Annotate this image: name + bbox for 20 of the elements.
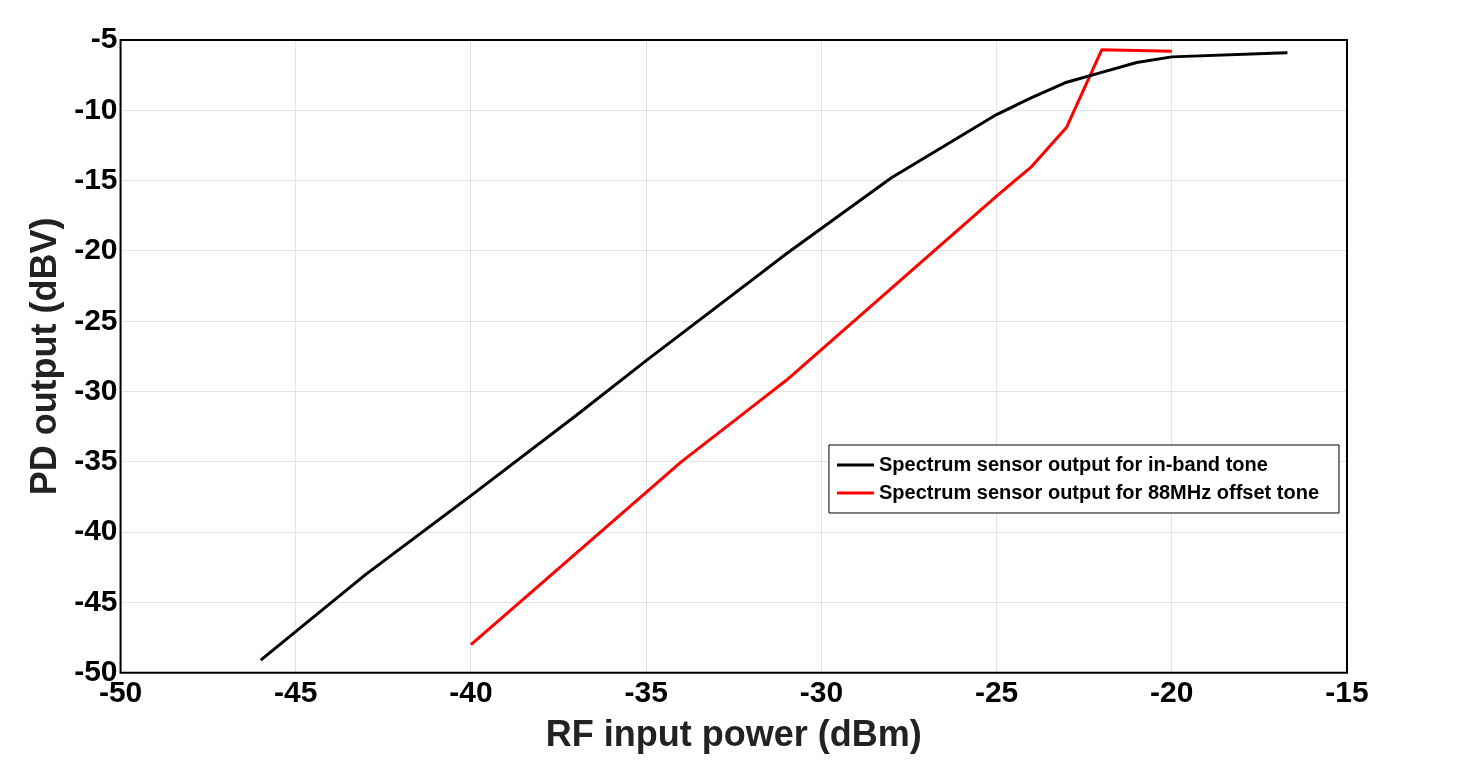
x-axis-title: RF input power (dBm)	[545, 713, 922, 755]
y-tick-label: -25	[74, 302, 118, 336]
y-tick-label: -40	[74, 513, 118, 547]
x-tick-label: -45	[274, 675, 318, 709]
legend-label: Spectrum sensor output for 88MHz offset tone	[878, 480, 1319, 503]
x-tick-label: -40	[449, 675, 493, 709]
x-tick-label: -25	[974, 675, 1019, 709]
y-tick-label: -10	[74, 91, 118, 125]
y-tick-label: -30	[74, 372, 118, 406]
y-tick-label: -5	[90, 21, 118, 55]
legend-label: Spectrum sensor output for in-band tone	[878, 452, 1268, 475]
y-tick-label: -45	[74, 583, 118, 617]
x-tick-label: -20	[1150, 675, 1194, 709]
x-tick-label: -35	[624, 675, 668, 709]
x-tick-label: -15	[1325, 675, 1369, 709]
y-tick-label: -15	[74, 161, 118, 195]
y-tick-label: -35	[74, 443, 118, 477]
y-tick-label: -20	[74, 232, 118, 266]
x-tick-label: -30	[799, 675, 844, 709]
y-axis-title: PD output (dBV)	[22, 217, 64, 496]
